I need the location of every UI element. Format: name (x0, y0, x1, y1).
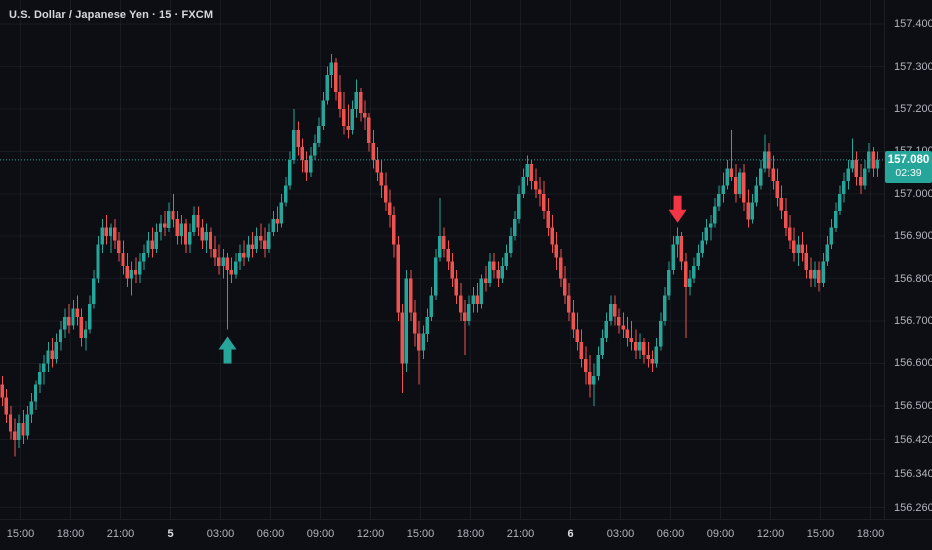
time-axis-label: 15:00 (806, 528, 835, 540)
grid (0, 0, 885, 519)
time-axis[interactable]: 15:00 18:00 21:00 5 03:00 06:00 09:00 12:00 15:0… (0, 519, 932, 550)
time-axis-label: 15:00 (406, 528, 435, 540)
sell-signal-arrow-icon (668, 195, 687, 223)
time-axis-label: 15:00 (6, 528, 35, 540)
price-axis-label: 156.420 (894, 434, 932, 446)
price-axis-label: 157.200 (894, 103, 932, 115)
candlesticks (0, 53, 879, 457)
time-axis-label: 6 (567, 528, 574, 540)
time-axis-label: 09:00 (706, 528, 735, 540)
time-axis-label: 21:00 (106, 528, 135, 540)
price-axis-label: 156.900 (894, 230, 932, 242)
signal-markers (218, 195, 687, 364)
price-axis-label: 156.500 (894, 400, 932, 412)
last-price-value: 157.080 (887, 154, 930, 166)
time-axis-label: 03:00 (606, 528, 635, 540)
time-axis-label: 5 (167, 528, 174, 540)
time-axis-label: 09:00 (306, 528, 335, 540)
price-axis-label: 156.800 (894, 273, 932, 285)
time-axis-label: 12:00 (356, 528, 385, 540)
time-axis-label: 18:00 (56, 528, 85, 540)
price-axis[interactable]: 157.400157.300157.200157.100157.000156.9… (884, 0, 932, 519)
price-axis-label: 156.600 (894, 357, 932, 369)
time-axis-label: 06:00 (656, 528, 685, 540)
buy-signal-arrow-icon (218, 336, 237, 364)
time-axis-label: 06:00 (256, 528, 285, 540)
bar-countdown-timer: 02:39 (895, 167, 922, 179)
time-axis-label: 12:00 (756, 528, 785, 540)
price-axis-label: 157.400 (894, 18, 932, 30)
price-axis-label: 157.300 (894, 61, 932, 73)
time-axis-label: 21:00 (506, 528, 535, 540)
symbol-title[interactable]: U.S. Dollar / Japanese Yen · 15 · FXCM (9, 9, 214, 21)
price-axis-label: 156.340 (894, 468, 932, 480)
time-axis-label: 18:00 (456, 528, 485, 540)
time-axis-label: 03:00 (206, 528, 235, 540)
price-axis-label: 156.260 (894, 502, 932, 514)
price-axis-label: 156.700 (894, 315, 932, 327)
price-axis-label: 157.000 (894, 188, 932, 200)
time-axis-label: 18:00 (856, 528, 885, 540)
last-price-badge[interactable]: 157.080 02:39 (885, 151, 932, 183)
